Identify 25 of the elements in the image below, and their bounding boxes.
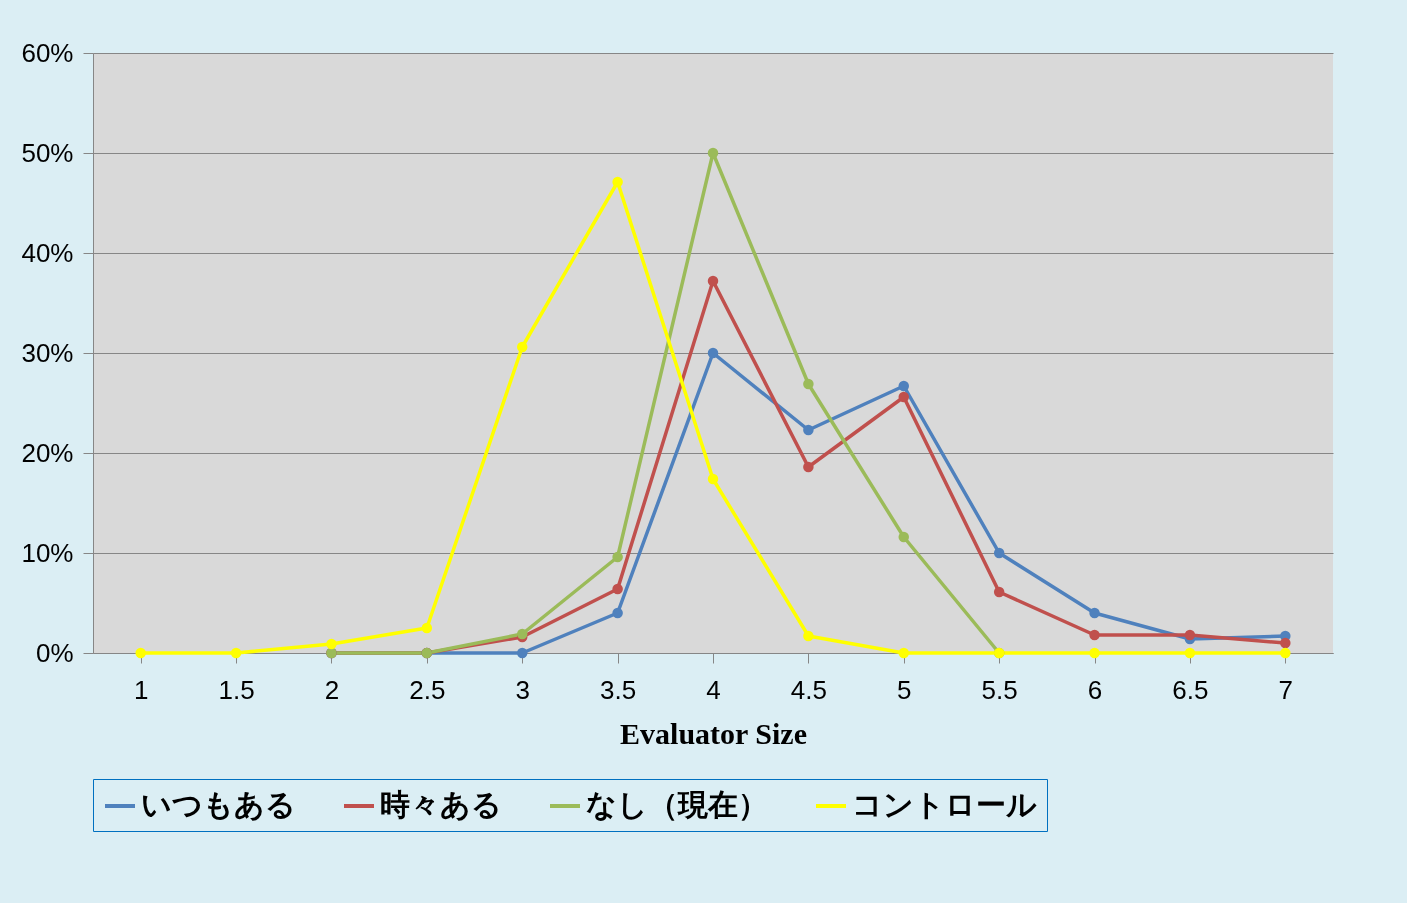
y-tick-label: 20% xyxy=(21,437,74,468)
y-tick-label: 50% xyxy=(21,137,74,168)
legend-label: いつもある xyxy=(141,788,296,821)
y-tick-label: 60% xyxy=(21,37,74,68)
x-tick-label: 4 xyxy=(706,674,721,705)
y-tick-label: 30% xyxy=(21,337,74,368)
x-axis-title: Evaluator Size xyxy=(620,716,807,750)
x-tick-label: 3 xyxy=(515,674,530,705)
x-tick-label: 2 xyxy=(324,674,340,705)
legend-label: 時々ある xyxy=(380,788,502,821)
y-tick-label: 10% xyxy=(21,537,74,568)
x-tick-label: 5.5 xyxy=(981,674,1018,705)
x-tick-label: 6 xyxy=(1087,674,1103,705)
x-tick-label: 7 xyxy=(1278,674,1294,705)
x-tick-label: 1 xyxy=(133,674,149,705)
y-tick-label: 0% xyxy=(35,637,74,668)
legend-label: なし（現在） xyxy=(586,788,768,821)
y-tick-label: 40% xyxy=(21,237,74,268)
x-tick-label: 2.5 xyxy=(409,674,446,705)
x-tick-label: 6.5 xyxy=(1172,674,1209,705)
legend-label: コントロール xyxy=(852,788,1037,821)
x-tick-label: 4.5 xyxy=(790,674,827,705)
x-tick-label: 1.5 xyxy=(218,674,255,705)
x-tick-label: 3.5 xyxy=(600,674,637,705)
x-tick-label: 5 xyxy=(897,674,912,705)
